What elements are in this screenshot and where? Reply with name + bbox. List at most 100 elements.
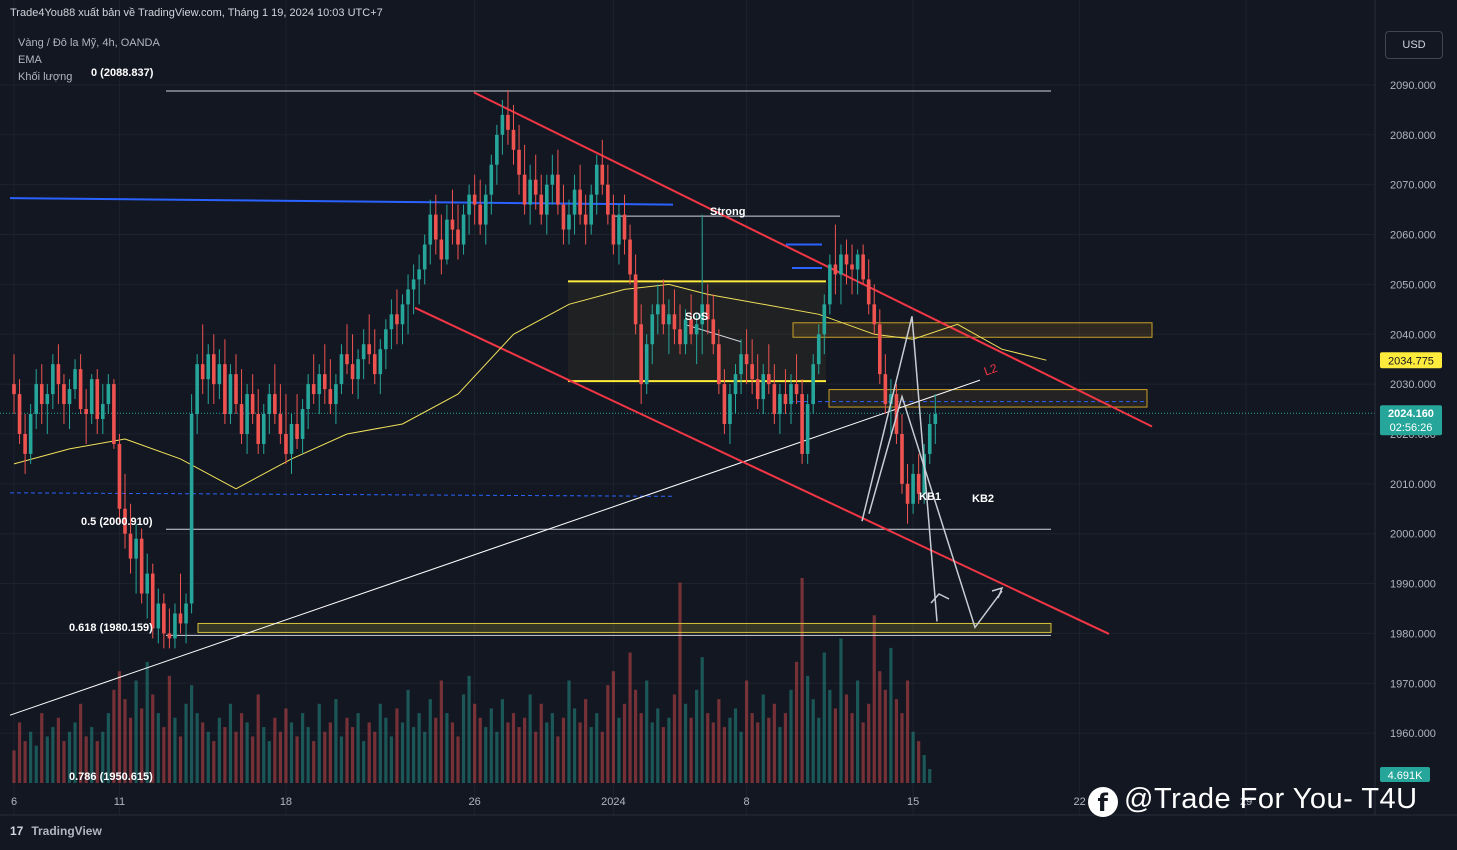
candle-body (661, 304, 666, 325)
candle-body (866, 279, 871, 305)
tradingview-logo[interactable]: 17 TradingView (10, 824, 102, 838)
candle-body (656, 304, 660, 315)
volume-bar (911, 731, 915, 783)
candle-body (228, 374, 233, 415)
time-axis[interactable]: 6 11 18 26 2024 8 15 22 29 (11, 796, 1252, 808)
kb2-label: KB2 (972, 493, 994, 505)
volume-bar (167, 675, 171, 783)
candle-body (606, 184, 610, 215)
indicator-volume-label[interactable]: Khối lượng (18, 71, 73, 83)
candle-body (145, 573, 149, 594)
volume-bar (117, 671, 122, 783)
candle-body (200, 364, 205, 380)
volume-bar (567, 680, 571, 783)
candle-body (833, 264, 838, 275)
volume-bar (894, 699, 899, 783)
volume-bar (600, 731, 604, 783)
volume-bar (239, 713, 244, 783)
candle-body (572, 189, 577, 215)
candle-body (522, 174, 527, 205)
indicator-ema-label[interactable]: EMA (18, 54, 42, 66)
candle-body (389, 314, 394, 330)
countdown-text: 02:56:26 (1390, 422, 1433, 434)
candle-body (794, 384, 799, 395)
volume-bar (350, 727, 355, 783)
volume-bar (234, 731, 238, 783)
candle-body (167, 633, 172, 639)
volume-bars (12, 578, 932, 783)
fib-0786-label: 0.786 (1950.615) (69, 771, 153, 783)
volume-bar (345, 717, 349, 783)
volume-bar (728, 717, 732, 783)
volume-bar (323, 731, 327, 783)
candle-body (356, 359, 360, 380)
ema-price-tag (1380, 352, 1442, 369)
candle-body (583, 214, 588, 225)
candle-body (267, 394, 272, 415)
candle-body (67, 389, 72, 405)
candle-body (816, 334, 821, 365)
volume-bar (645, 680, 649, 783)
volume-bar (523, 717, 527, 783)
volume-bar (778, 727, 782, 783)
currency-button[interactable]: USD (1385, 31, 1443, 59)
candle-body (533, 179, 538, 195)
volume-bar (356, 713, 360, 783)
candle-body (800, 394, 804, 454)
candle-body (495, 134, 499, 165)
candle-body (62, 384, 66, 405)
candle-body (367, 344, 371, 355)
volume-bar (850, 713, 854, 783)
candle-body (822, 304, 827, 335)
candle-body (23, 433, 27, 454)
volume-bar (756, 722, 760, 783)
volume-bar (17, 722, 22, 783)
candle-body (878, 324, 882, 375)
dashed-support-line (9, 492, 674, 497)
volume-bar (328, 722, 332, 783)
candle-body (189, 414, 194, 604)
watermark: f @Trade For You- T4U (1088, 783, 1418, 817)
candle-body (744, 354, 749, 365)
candle-body (600, 164, 605, 185)
candle-body (78, 369, 83, 410)
demand-zone (197, 622, 1052, 633)
candle-body (506, 114, 510, 130)
candle-body (223, 364, 227, 415)
candle-body (750, 364, 754, 380)
candle-body (128, 533, 133, 559)
candle-body (323, 374, 327, 390)
candle-body (467, 194, 471, 215)
volume-bar (112, 689, 116, 783)
uptrend-line-l2 (9, 379, 981, 716)
candle-body (705, 304, 710, 320)
price-axis[interactable]: 1960.000 1970.000 1980.000 1990.000 2000.000… (1390, 80, 1436, 740)
volume-bar (489, 708, 493, 783)
volume-bar (717, 699, 721, 783)
candle-body (872, 304, 877, 325)
volume-bar (595, 713, 599, 783)
candle-body (889, 394, 893, 405)
candle-body (622, 214, 627, 240)
volume-bar (883, 689, 887, 783)
volume-bar (145, 661, 149, 783)
volume-bar (56, 717, 60, 783)
candle-body (295, 424, 299, 439)
volume-bar (367, 722, 371, 783)
volume-bar (278, 731, 282, 783)
publisher-line: Trade4You88 xuất bản về TradingView.com,… (10, 7, 383, 19)
candle-body (639, 324, 643, 385)
symbol-title[interactable]: Vàng / Đô la Mỹ, 4h, OANDA (18, 37, 160, 49)
candle-body (101, 404, 105, 420)
volume-bar (628, 652, 632, 783)
volume-bar (395, 708, 399, 783)
volume-bar (267, 741, 271, 783)
candle-body (550, 174, 555, 185)
volume-bar (67, 731, 72, 783)
candle-body (517, 149, 521, 175)
volume-bar (45, 736, 49, 783)
candle-body (789, 384, 793, 405)
volume-bar (434, 717, 438, 783)
candle-body (739, 354, 743, 375)
